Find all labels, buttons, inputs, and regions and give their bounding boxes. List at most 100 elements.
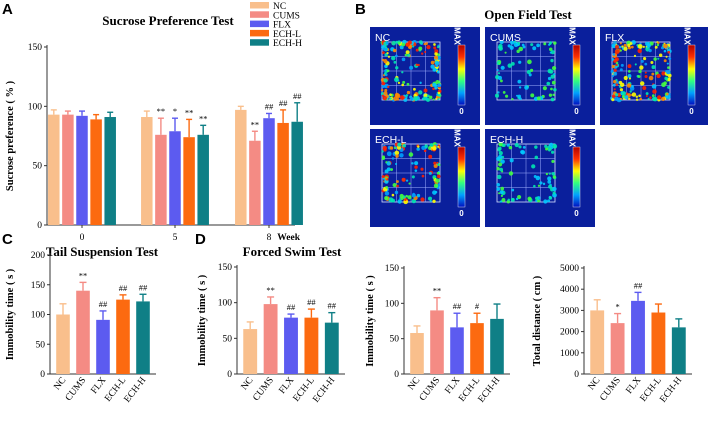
bar-flx bbox=[284, 317, 298, 374]
trail-mark bbox=[497, 75, 502, 81]
open-field-heatmaps: NC MAX 0 CUMS MAX 0 FLX MAX 0 ECH-L MAX 0 ECH-H MAX 0 bbox=[370, 27, 708, 227]
trail-mark bbox=[417, 63, 420, 67]
trail-mark bbox=[511, 62, 515, 66]
y-tick-label: 50 bbox=[223, 334, 233, 344]
colorbar bbox=[457, 44, 466, 106]
sucrose-chart: Sucrose Preference Test Sucrose preferenc… bbox=[5, 2, 303, 243]
trail-mark bbox=[433, 183, 439, 188]
y-tick-label: 150 bbox=[31, 281, 46, 291]
colorbar bbox=[687, 44, 696, 106]
trail-mark bbox=[386, 161, 391, 166]
trail-mark bbox=[536, 43, 540, 48]
trail-mark bbox=[390, 168, 394, 171]
trail-mark bbox=[515, 197, 519, 201]
trail-mark bbox=[506, 143, 510, 147]
trail-mark bbox=[517, 79, 522, 84]
trail-mark bbox=[513, 42, 519, 48]
trail-mark bbox=[640, 81, 645, 86]
trail-mark bbox=[411, 45, 415, 48]
trail-mark bbox=[388, 197, 394, 203]
trail-mark bbox=[401, 57, 406, 62]
x-tick-label: 5 bbox=[173, 233, 178, 243]
trail-mark bbox=[409, 65, 414, 70]
trail-mark bbox=[612, 53, 616, 56]
x-tick-label: FLX bbox=[443, 376, 462, 396]
colorbar-max-label: MAX bbox=[568, 27, 577, 45]
trail-mark bbox=[635, 95, 639, 98]
trail-mark bbox=[386, 51, 389, 55]
y-axis-label: Sucrose preference ( % ) bbox=[5, 80, 16, 191]
bar-nc bbox=[56, 314, 70, 374]
trail-mark bbox=[384, 69, 387, 72]
trail-mark bbox=[402, 143, 407, 148]
trail-mark bbox=[418, 90, 423, 95]
trail-mark bbox=[387, 55, 391, 58]
trail-mark bbox=[500, 186, 505, 191]
trail-mark bbox=[498, 46, 503, 51]
trail-mark bbox=[385, 41, 389, 45]
trail-mark bbox=[657, 41, 660, 44]
bar-nc bbox=[243, 329, 258, 374]
trail-mark bbox=[521, 43, 525, 47]
y-tick-label: 150 bbox=[28, 43, 43, 53]
trail-mark bbox=[667, 50, 671, 54]
x-tick-label: NC bbox=[406, 376, 422, 393]
trail-mark bbox=[438, 163, 441, 166]
trail-mark bbox=[648, 48, 652, 53]
trail-mark bbox=[434, 60, 440, 66]
y-tick-label: 200 bbox=[31, 251, 46, 261]
trail-mark bbox=[435, 97, 438, 100]
trail-mark bbox=[527, 59, 532, 65]
trail-mark bbox=[395, 180, 399, 183]
trail-mark bbox=[651, 94, 655, 98]
trail-mark bbox=[433, 46, 437, 50]
trail-mark bbox=[510, 40, 515, 45]
trail-mark bbox=[432, 67, 437, 72]
trail-mark bbox=[381, 150, 384, 153]
bar-nc-week-5 bbox=[141, 117, 153, 225]
trail-mark bbox=[511, 188, 515, 192]
trail-mark bbox=[402, 80, 406, 84]
trail-mark bbox=[502, 90, 506, 94]
trail-mark bbox=[548, 196, 553, 200]
trail-mark bbox=[628, 97, 631, 100]
trail-mark bbox=[629, 90, 632, 93]
trail-mark bbox=[537, 184, 541, 187]
trail-mark bbox=[627, 70, 631, 73]
significance-label: ## bbox=[119, 283, 128, 293]
colorbar-min-label: 0 bbox=[459, 107, 464, 116]
colorbar-max-label: MAX bbox=[683, 27, 692, 45]
trail-mark bbox=[651, 72, 655, 76]
trail-mark bbox=[654, 45, 658, 49]
trail-mark bbox=[642, 86, 647, 91]
trail-mark bbox=[498, 151, 503, 156]
y-tick-label: 50 bbox=[390, 335, 400, 345]
y-tick-label: 0 bbox=[394, 370, 399, 380]
trail-mark bbox=[661, 82, 666, 88]
x-tick-label: NC bbox=[240, 376, 256, 393]
bar-ech-l bbox=[116, 299, 130, 374]
trail-mark bbox=[392, 182, 397, 188]
trail-mark bbox=[502, 143, 506, 147]
x-tick-label: FLX bbox=[277, 376, 296, 396]
trail-mark bbox=[628, 77, 632, 80]
significance-label: ## bbox=[139, 282, 148, 292]
bar-ech-l-week-5 bbox=[183, 137, 195, 225]
trail-mark bbox=[520, 150, 526, 155]
significance-label: # bbox=[475, 301, 480, 311]
trail-mark bbox=[498, 162, 503, 167]
trail-mark bbox=[643, 56, 647, 61]
trail-mark bbox=[535, 175, 541, 181]
trail-mark bbox=[661, 96, 666, 102]
trail-mark bbox=[423, 149, 427, 152]
trail-mark bbox=[615, 93, 619, 97]
trail-mark bbox=[383, 59, 388, 64]
trail-mark bbox=[505, 94, 509, 98]
trail-mark bbox=[499, 167, 504, 172]
trail-mark bbox=[534, 155, 539, 160]
significance-label: ** bbox=[433, 286, 442, 296]
trail-mark bbox=[548, 184, 553, 189]
trail-mark bbox=[612, 83, 616, 87]
x-tick-label: FLX bbox=[89, 376, 108, 396]
bar-cums-week-8 bbox=[249, 140, 261, 225]
